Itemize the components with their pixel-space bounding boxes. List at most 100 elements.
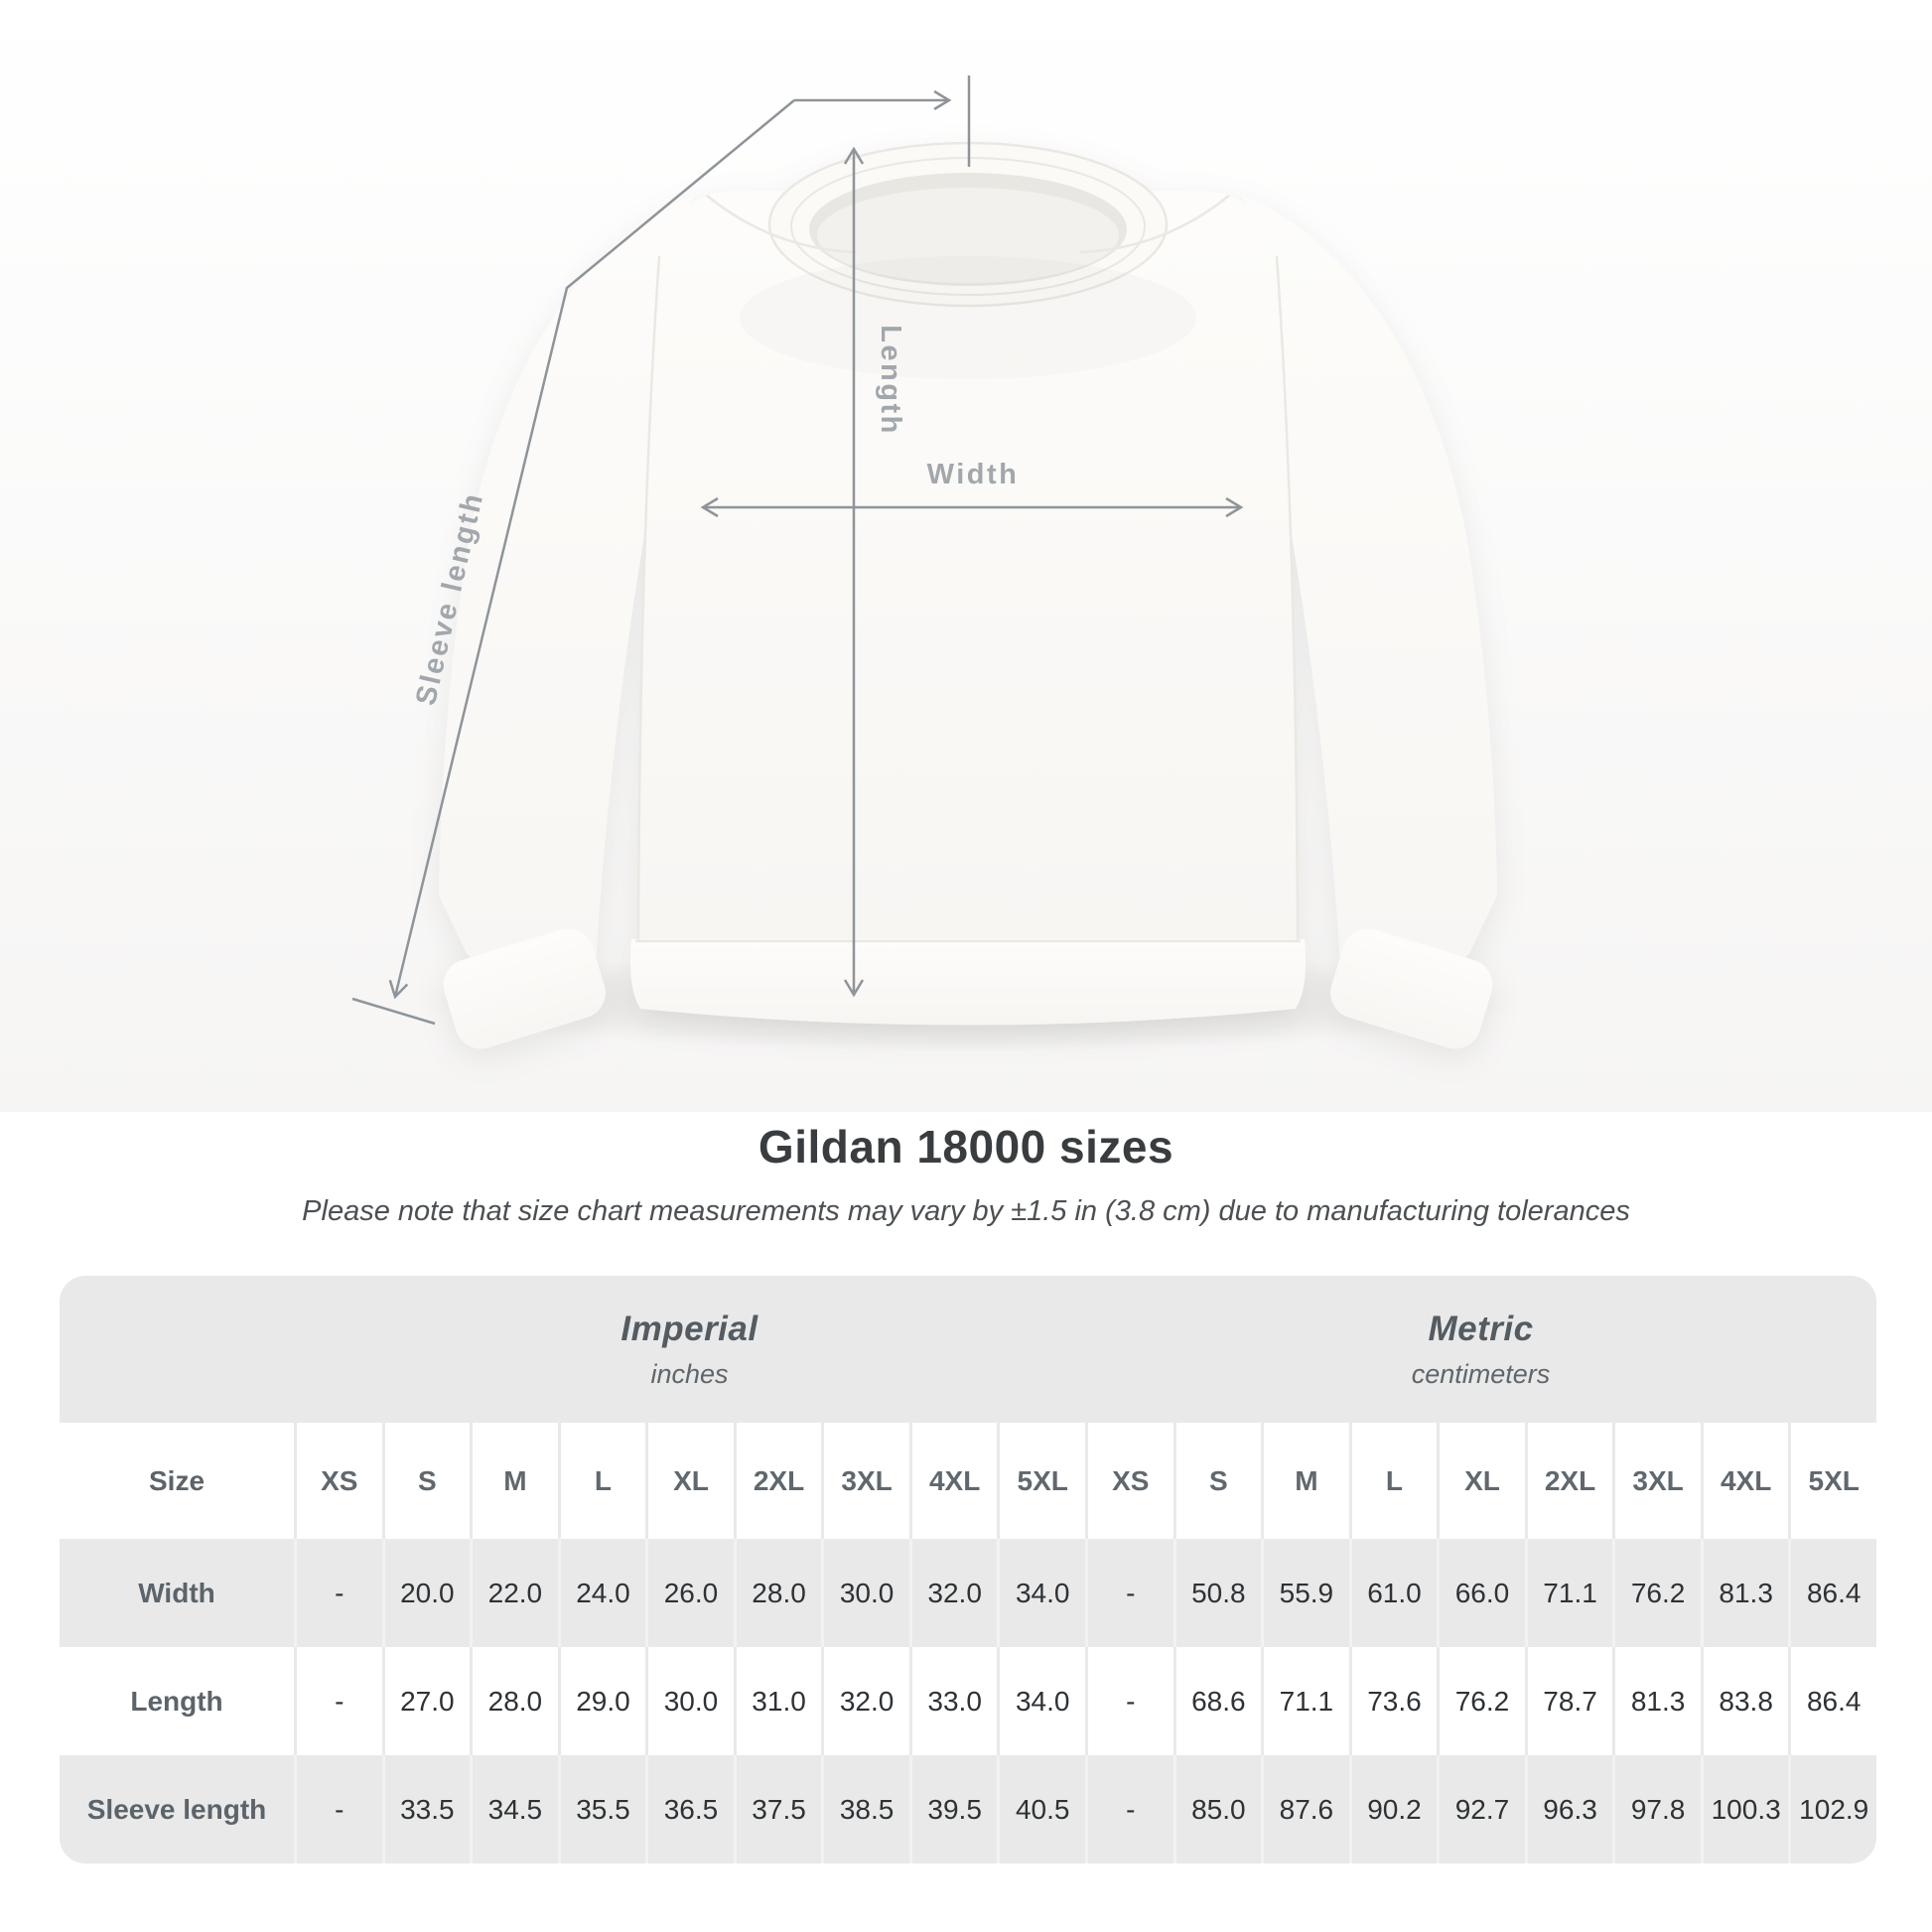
value-cell: 92.7 [1437, 1755, 1525, 1863]
left-cuff [443, 928, 606, 1049]
value-cell: 40.5 [997, 1755, 1085, 1863]
value-cell: 86.4 [1788, 1539, 1876, 1647]
size-header-cell: 4XL [908, 1423, 998, 1539]
unit-group-imperial: Imperial inches [294, 1276, 1085, 1423]
value-cell: - [1085, 1755, 1173, 1863]
value-cell: 71.1 [1524, 1539, 1613, 1647]
value-cell: 81.3 [1700, 1539, 1789, 1647]
value-cell: 34.0 [997, 1647, 1085, 1755]
value-cell: 83.8 [1700, 1647, 1789, 1755]
size-header-cell: 5XL [1788, 1423, 1876, 1539]
value-cell: 71.1 [1261, 1647, 1349, 1755]
value-cell: 39.5 [908, 1755, 998, 1863]
value-cell: - [294, 1647, 382, 1755]
left-sleeve [439, 195, 695, 1002]
torso [637, 191, 1299, 945]
size-header-cell: S [1173, 1423, 1262, 1539]
tolerance-note: Please note that size chart measurements… [302, 1195, 1630, 1227]
value-cell: 30.0 [821, 1539, 909, 1647]
value-cell: 30.0 [645, 1647, 734, 1755]
size-header-cell: M [470, 1423, 558, 1539]
size-header-cell: 2XL [1524, 1423, 1613, 1539]
size-header-cell: XL [1437, 1423, 1525, 1539]
value-cell: 26.0 [645, 1539, 734, 1647]
value-cell: 32.0 [908, 1539, 998, 1647]
measurement-lines [351, 75, 1244, 1026]
value-cell: 36.5 [645, 1755, 734, 1863]
row-label: Width [138, 1577, 215, 1608]
value-cell: 20.0 [381, 1539, 471, 1647]
chest-shading [740, 256, 1196, 379]
collar-back [817, 188, 1119, 283]
width-label: Width [927, 459, 1020, 490]
size-header-cell: 5XL [997, 1423, 1085, 1539]
table-row: Length -27.0 28.0 29.0 30.0 31.0 32.0 33.0 34.0-… [60, 1647, 1876, 1755]
value-cell: 81.3 [1612, 1647, 1701, 1755]
value-cell: 96.3 [1524, 1755, 1613, 1863]
value-cell: 28.0 [733, 1539, 822, 1647]
value-cell: 29.0 [557, 1647, 646, 1755]
value-cell: 100.3 [1700, 1755, 1789, 1863]
value-cell: 35.5 [557, 1755, 646, 1863]
size-header-cell: XS [294, 1423, 382, 1539]
unit-group-metric: Metric centimeters [1085, 1276, 1876, 1423]
size-header-cell: 3XL [821, 1423, 909, 1539]
value-cell: 97.8 [1612, 1755, 1701, 1863]
value-cell: 24.0 [557, 1539, 646, 1647]
size-header-cell: M [1261, 1423, 1349, 1539]
right-sleeve [1241, 195, 1497, 1002]
size-header-row: Size XS S M L XL 2XL 3XL 4XL 5XL XS S M L XL 2XL 3XL 4XL… [60, 1423, 1876, 1539]
sweatshirt-measurement-diagram: Length Width Sleeve length [0, 0, 1932, 1112]
sleeve-length-line [388, 99, 795, 1000]
size-column-header: Size [148, 1464, 206, 1496]
value-cell: 102.9 [1788, 1755, 1876, 1863]
sleeve-end-tick [351, 997, 436, 1026]
table-corner [60, 1276, 294, 1423]
imperial-label: Imperial [621, 1309, 759, 1348]
value-cell: 33.5 [381, 1755, 471, 1863]
value-cell: 38.5 [821, 1755, 909, 1863]
value-cell: 76.2 [1437, 1647, 1525, 1755]
value-cell: 27.0 [381, 1647, 471, 1755]
table-row: Sleeve length -33.5 34.5 35.5 36.5 37.5 38.5 39… [60, 1755, 1876, 1863]
size-table: Imperial inches Metric centimeters Size … [60, 1276, 1876, 1863]
value-cell: 87.6 [1261, 1755, 1349, 1863]
row-label: Sleeve length [86, 1793, 267, 1825]
unit-group-header-row: Imperial inches Metric centimeters [60, 1276, 1876, 1423]
value-cell: 90.2 [1348, 1755, 1438, 1863]
size-header-cell: 4XL [1700, 1423, 1789, 1539]
garment-seams [635, 141, 1301, 943]
value-cell: 55.9 [1261, 1539, 1349, 1647]
table-body: Width -20.0 22.0 24.0 26.0 28.0 30.0 32.0 34.0-5… [60, 1539, 1876, 1863]
value-cell: - [1085, 1539, 1173, 1647]
value-cell: - [294, 1755, 382, 1863]
size-header-cell: 2XL [733, 1423, 822, 1539]
value-cell: 73.6 [1348, 1647, 1438, 1755]
size-header-cell: L [1348, 1423, 1438, 1539]
value-cell: 66.0 [1437, 1539, 1525, 1647]
hem-band [630, 939, 1306, 1026]
value-cell: 76.2 [1612, 1539, 1701, 1647]
value-cell: 68.6 [1173, 1647, 1262, 1755]
size-header-cell: S [381, 1423, 471, 1539]
value-cell: - [294, 1539, 382, 1647]
value-cell: 33.0 [908, 1647, 998, 1755]
value-cell: 50.8 [1173, 1539, 1262, 1647]
metric-label: Metric [1428, 1309, 1534, 1348]
value-cell: 22.0 [470, 1539, 558, 1647]
value-cell: 32.0 [821, 1647, 909, 1755]
value-cell: 61.0 [1348, 1539, 1438, 1647]
value-cell: 31.0 [733, 1647, 822, 1755]
size-header-cell: XS [1085, 1423, 1173, 1539]
value-cell: 34.0 [997, 1539, 1085, 1647]
size-header-cell: L [557, 1423, 646, 1539]
value-cell: 86.4 [1788, 1647, 1876, 1755]
imperial-unit: inches [650, 1358, 729, 1389]
size-header-cell: 3XL [1612, 1423, 1701, 1539]
value-cell: 34.5 [470, 1755, 558, 1863]
metric-unit: centimeters [1411, 1358, 1551, 1389]
row-label: Length [130, 1685, 223, 1717]
value-cell: 37.5 [733, 1755, 822, 1863]
length-label: Length [875, 325, 906, 436]
